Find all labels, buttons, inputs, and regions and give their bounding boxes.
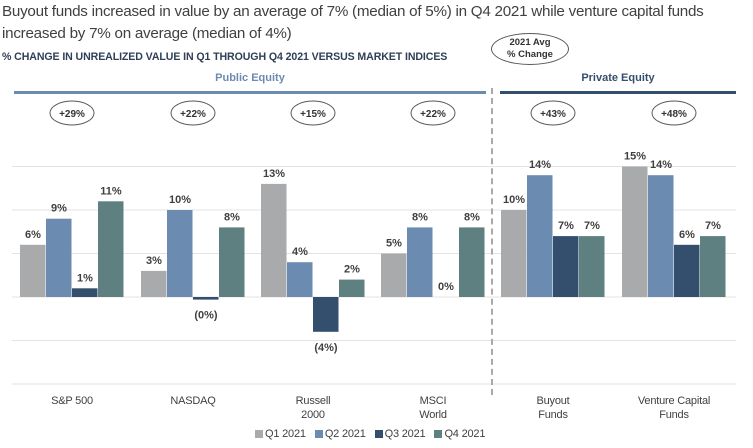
bar: [46, 218, 72, 297]
annual-avg-ellipse: [651, 100, 697, 126]
data-label: 5%: [386, 238, 402, 250]
data-label: 13%: [263, 168, 285, 180]
category-label-line: Funds: [538, 409, 568, 421]
legend-label: Q4 2021: [444, 428, 486, 440]
bar: [313, 297, 339, 332]
annual-avg-label: +29%: [59, 109, 85, 120]
bar: [261, 183, 287, 297]
legend-label: Q1 2021: [265, 428, 306, 440]
bar: [20, 244, 46, 297]
bar: [287, 262, 313, 297]
section-line-private-equity: [500, 91, 736, 94]
annual-avg-label: +48%: [661, 109, 687, 120]
bar: [527, 175, 553, 297]
bar: [579, 236, 605, 297]
data-label: 7%: [558, 220, 574, 232]
annual-avg-ellipse: [410, 100, 456, 126]
bar: [407, 227, 433, 297]
data-label: 15%: [624, 151, 646, 163]
data-label: 2%: [344, 264, 360, 276]
data-label: 8%: [224, 211, 240, 223]
annual-avg-label: +22%: [180, 109, 206, 120]
category-label-line: Funds: [659, 409, 689, 421]
category-label-line: S&P 500: [51, 395, 93, 407]
data-label: 14%: [650, 159, 672, 171]
bar: [381, 253, 407, 297]
bar: [219, 227, 245, 297]
data-label: 7%: [705, 220, 721, 232]
avg-badge-line2: % Change: [507, 49, 553, 60]
data-label: 9%: [51, 203, 67, 215]
legend-item: Q4 2021: [434, 428, 485, 440]
bar: [339, 279, 365, 297]
annual-avg-ellipse: [170, 100, 216, 126]
legend-swatch: [374, 430, 383, 438]
legend-item: Q2 2021: [314, 428, 366, 440]
data-label: 8%: [412, 211, 428, 223]
section-divider: [491, 88, 493, 395]
annual-avg-label: +22%: [420, 109, 446, 120]
data-label: 14%: [529, 159, 551, 171]
annual-avg-label: +15%: [300, 109, 326, 120]
bar: [622, 166, 648, 297]
category-label-line: Buyout: [536, 395, 570, 407]
annual-avg-label: +43%: [540, 109, 566, 120]
headline: Buyout funds increased in value by an av…: [2, 3, 704, 42]
chart-subtitle: % CHANGE IN UNREALIZED VALUE IN Q1 THROU…: [2, 51, 448, 63]
section-label-public-equity: Public Equity: [215, 72, 285, 84]
category-label: Venture Capital Funds: [614, 394, 734, 422]
legend-item: Q3 2021: [374, 428, 426, 440]
legend: Q1 2021 Q2 2021 Q3 2021 Q4 2021: [255, 428, 485, 440]
bar: [193, 297, 219, 300]
avg-badge-line1: 2021 Avg: [509, 37, 551, 48]
bar: [674, 244, 700, 297]
bar: [459, 227, 485, 297]
avg-change-badge: 2021 Avg % Change: [491, 33, 569, 65]
bar: [167, 210, 193, 297]
category-label-line: 2000: [301, 409, 325, 421]
category-label: NASDAQ: [133, 394, 253, 408]
category-label: Russell 2000: [253, 394, 373, 422]
bar: [700, 236, 726, 297]
category-label-line: NASDAQ: [170, 395, 216, 407]
category-label: MSCI World: [373, 394, 493, 422]
bar: [501, 210, 527, 297]
data-label: 1%: [77, 272, 93, 284]
data-label: 6%: [679, 229, 695, 241]
data-label: 0%: [438, 281, 454, 293]
section-label-private-equity: Private Equity: [581, 72, 655, 84]
category-label-line: Russell: [295, 395, 331, 407]
legend-swatch: [255, 430, 263, 438]
category-label-line: World: [419, 409, 447, 421]
category-label: Buyout Funds: [493, 394, 613, 422]
data-label: 10%: [169, 194, 191, 206]
legend-label: Q3 2021: [384, 428, 426, 440]
bar: [72, 288, 98, 297]
data-label: (4%): [314, 342, 338, 354]
data-label: (0%): [194, 310, 218, 322]
data-label: 7%: [584, 220, 600, 232]
annual-avg-ellipse: [290, 100, 336, 126]
data-label: 11%: [100, 185, 122, 197]
category-label-line: Venture Capital: [637, 395, 711, 407]
data-label: 8%: [464, 211, 480, 223]
legend-label: Q2 2021: [324, 428, 366, 440]
data-label: 6%: [25, 229, 41, 241]
legend-item: Q1 2021: [255, 428, 306, 440]
bar: [648, 175, 674, 297]
legend-swatch: [314, 430, 323, 438]
annual-avg-ellipse: [49, 100, 95, 126]
category-label: S&P 500: [12, 394, 132, 408]
bar: [553, 236, 579, 297]
bar: [141, 270, 167, 297]
data-label: 4%: [292, 246, 308, 258]
data-label: 10%: [503, 194, 525, 206]
data-label: 3%: [146, 255, 162, 267]
annual-avg-ellipse: [530, 100, 576, 126]
bar: [98, 201, 124, 297]
legend-swatch: [434, 430, 443, 438]
section-line-public-equity: [14, 91, 486, 94]
category-label-line: MSCI: [419, 395, 447, 407]
